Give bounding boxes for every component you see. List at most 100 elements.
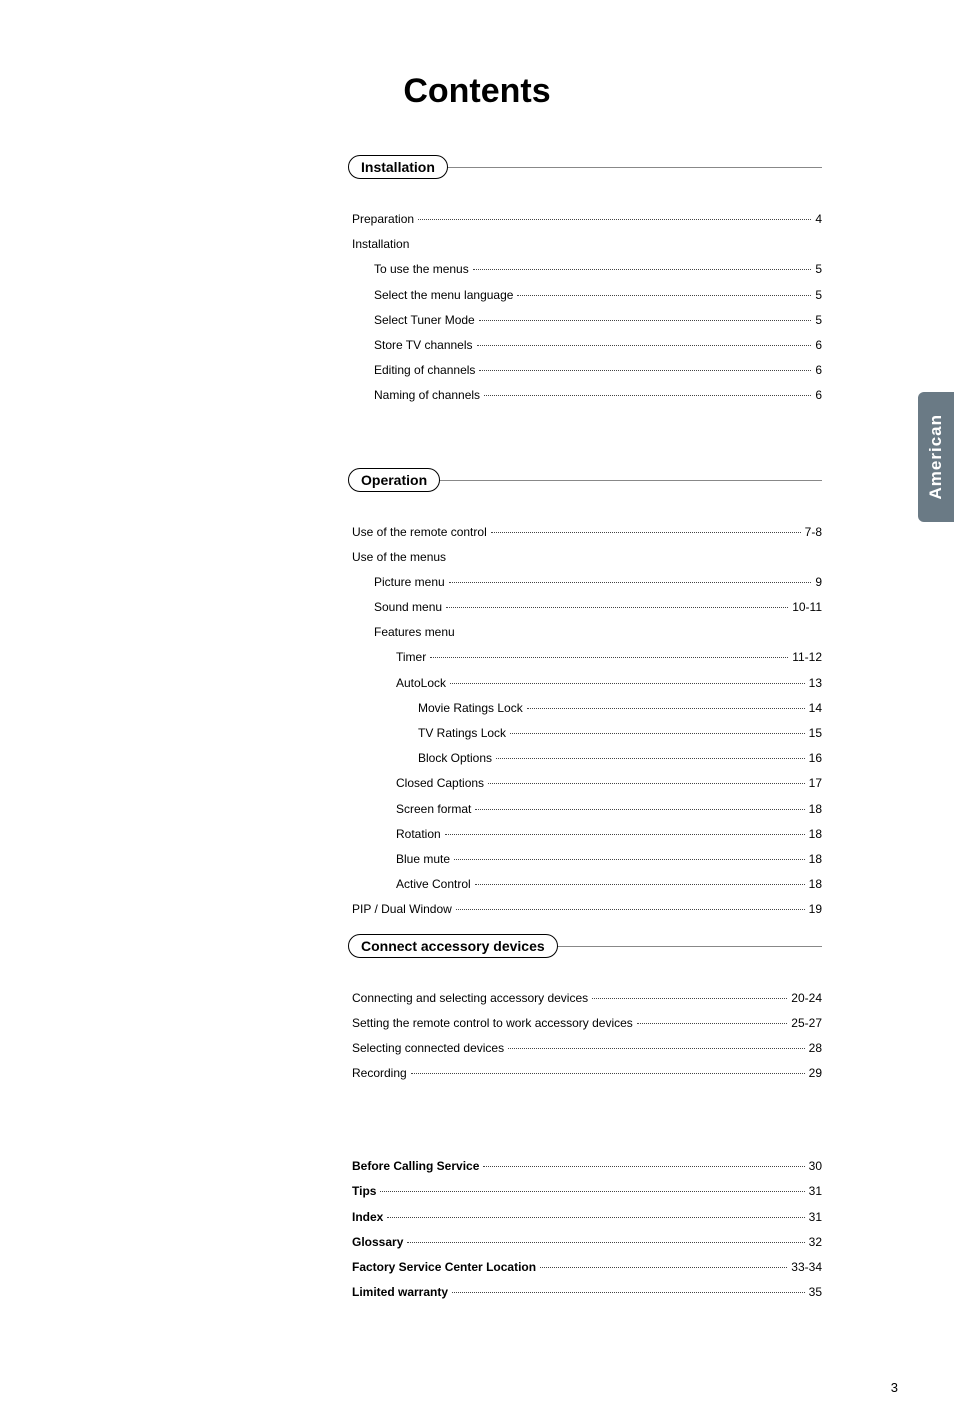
- toc-page: 15: [809, 724, 822, 743]
- toc-dots: [450, 683, 805, 684]
- toc-dots: [592, 998, 787, 999]
- toc-page: 17: [809, 774, 822, 793]
- toc-label: Sound menu: [374, 598, 442, 617]
- toc-group: Installation: [352, 235, 822, 254]
- toc-entry: To use the menus 5: [374, 260, 822, 279]
- toc-dots: [446, 607, 788, 608]
- section-entries-operation: Use of the remote control 7-8 Use of the…: [352, 523, 822, 920]
- toc-dots: [484, 395, 811, 396]
- section-header-operation: Operation: [352, 480, 822, 505]
- toc-dots: [456, 909, 805, 910]
- toc-entry: Tips 31: [352, 1182, 822, 1201]
- toc-page: 7-8: [805, 523, 822, 542]
- toc-label: Movie Ratings Lock: [418, 699, 523, 718]
- toc-label: Connecting and selecting accessory devic…: [352, 989, 588, 1008]
- toc-entry: TV Ratings Lock 15: [418, 724, 822, 743]
- section-entries-installation: Preparation 4 Installation To use the me…: [352, 210, 822, 406]
- section-header-connect: Connect accessory devices: [352, 946, 822, 971]
- toc-entry: Rotation 18: [396, 825, 822, 844]
- toc-page: 13: [809, 674, 822, 693]
- toc-entry: Selecting connected devices 28: [352, 1039, 822, 1058]
- toc-dots: [527, 708, 805, 709]
- toc-page: 9: [815, 573, 822, 592]
- toc-page: 5: [815, 286, 822, 305]
- toc-entry: Limited warranty 35: [352, 1283, 822, 1302]
- toc-entry: Glossary 32: [352, 1233, 822, 1252]
- toc-page: 18: [809, 875, 822, 894]
- toc-dots: [540, 1267, 787, 1268]
- toc-entry: Sound menu 10-11: [374, 598, 822, 617]
- toc-page: 16: [809, 749, 822, 768]
- toc-dots: [449, 582, 812, 583]
- toc-dots: [508, 1048, 805, 1049]
- toc-entry: Store TV channels 6: [374, 336, 822, 355]
- toc-label: Glossary: [352, 1233, 403, 1252]
- toc-page: 35: [809, 1283, 822, 1302]
- toc-dots: [430, 657, 788, 658]
- toc-dots: [407, 1242, 804, 1243]
- toc-entry: Recording 29: [352, 1064, 822, 1083]
- toc-dots: [411, 1073, 805, 1074]
- toc-page: 30: [809, 1157, 822, 1176]
- toc-label: Preparation: [352, 210, 414, 229]
- toc-label: PIP / Dual Window: [352, 900, 452, 919]
- toc-dots: [418, 219, 811, 220]
- toc-label: Screen format: [396, 800, 471, 819]
- page-number: 3: [891, 1380, 898, 1395]
- toc-dots: [477, 345, 812, 346]
- toc-entry: AutoLock 13: [396, 674, 822, 693]
- toc-page: 20-24: [791, 989, 822, 1008]
- toc-dots: [510, 733, 805, 734]
- toc-dots: [488, 783, 805, 784]
- section-title: Installation: [348, 155, 448, 179]
- toc-entry: Blue mute 18: [396, 850, 822, 869]
- toc-page: 6: [815, 336, 822, 355]
- toc-page: 6: [815, 361, 822, 380]
- toc-label: Setting the remote control to work acces…: [352, 1014, 633, 1033]
- toc-dots: [637, 1023, 788, 1024]
- toc-label: Select the menu language: [374, 286, 513, 305]
- toc-page: 25-27: [791, 1014, 822, 1033]
- toc-label: Before Calling Service: [352, 1157, 479, 1176]
- toc-label: Factory Service Center Location: [352, 1258, 536, 1277]
- toc-label: Closed Captions: [396, 774, 484, 793]
- toc-label: Use of the remote control: [352, 523, 487, 542]
- toc-group: Features menu: [374, 623, 822, 642]
- toc-label: Selecting connected devices: [352, 1039, 504, 1058]
- toc-label: TV Ratings Lock: [418, 724, 506, 743]
- section-entries-connect: Connecting and selecting accessory devic…: [352, 989, 822, 1084]
- toc-dots: [483, 1166, 804, 1167]
- toc-dots: [445, 834, 805, 835]
- toc-page: 18: [809, 825, 822, 844]
- toc-dots: [496, 758, 805, 759]
- toc-dots: [475, 884, 805, 885]
- toc-label: Block Options: [418, 749, 492, 768]
- toc-page: 29: [809, 1064, 822, 1083]
- toc-group: Use of the menus: [352, 548, 822, 567]
- toc-entry: Screen format 18: [396, 800, 822, 819]
- toc-label: AutoLock: [396, 674, 446, 693]
- toc-label: Blue mute: [396, 850, 450, 869]
- toc-dots: [475, 809, 804, 810]
- toc-dots: [452, 1292, 805, 1293]
- toc-entry: Use of the remote control 7-8: [352, 523, 822, 542]
- toc-entry: Connecting and selecting accessory devic…: [352, 989, 822, 1008]
- toc-label: Editing of channels: [374, 361, 475, 380]
- toc-entry: Before Calling Service 30: [352, 1157, 822, 1176]
- toc-label: Limited warranty: [352, 1283, 448, 1302]
- toc-entry: Index 31: [352, 1208, 822, 1227]
- toc-entry: Select the menu language 5: [374, 286, 822, 305]
- toc-entry: Movie Ratings Lock 14: [418, 699, 822, 718]
- toc-page: 31: [809, 1182, 822, 1201]
- toc-page: 14: [809, 699, 822, 718]
- toc-dots: [380, 1191, 804, 1192]
- toc-dots: [387, 1217, 804, 1218]
- side-tab: American: [918, 392, 954, 522]
- toc-page: 10-11: [792, 598, 822, 617]
- side-tab-label: American: [926, 414, 946, 499]
- toc-page: 5: [815, 311, 822, 330]
- toc-label: Recording: [352, 1064, 407, 1083]
- toc-page: 5: [815, 260, 822, 279]
- toc-label: Select Tuner Mode: [374, 311, 475, 330]
- section-title: Connect accessory devices: [348, 934, 558, 958]
